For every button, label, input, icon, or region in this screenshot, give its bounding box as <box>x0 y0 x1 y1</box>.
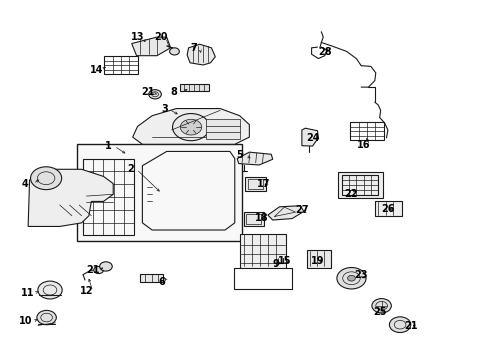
Bar <box>306 250 330 267</box>
Text: 23: 23 <box>354 270 367 280</box>
Text: 5: 5 <box>236 150 243 160</box>
Text: 2: 2 <box>126 164 133 174</box>
Text: 18: 18 <box>254 212 268 222</box>
Circle shape <box>172 113 209 141</box>
Text: 14: 14 <box>89 65 103 75</box>
Bar <box>77 144 242 241</box>
Circle shape <box>347 275 355 281</box>
Text: 19: 19 <box>310 256 324 266</box>
Text: 24: 24 <box>305 133 319 143</box>
Circle shape <box>169 48 179 55</box>
Polygon shape <box>301 128 318 146</box>
Text: 17: 17 <box>257 179 270 189</box>
Text: 21: 21 <box>141 87 155 98</box>
Bar <box>341 175 377 195</box>
Bar <box>239 234 285 267</box>
Polygon shape <box>142 152 234 230</box>
Bar <box>104 57 137 74</box>
Polygon shape <box>131 37 170 56</box>
Circle shape <box>388 317 410 333</box>
Polygon shape <box>187 44 215 65</box>
Circle shape <box>181 189 201 203</box>
Text: 22: 22 <box>344 189 358 199</box>
Text: 1: 1 <box>105 141 111 151</box>
Text: 27: 27 <box>295 205 308 215</box>
Bar <box>140 274 163 282</box>
Bar <box>246 214 261 224</box>
Circle shape <box>371 298 390 313</box>
Text: 3: 3 <box>161 104 167 113</box>
Text: 13: 13 <box>130 32 144 42</box>
Text: 12: 12 <box>80 287 93 296</box>
Text: 15: 15 <box>278 256 291 266</box>
Polygon shape <box>132 109 249 144</box>
Bar <box>205 119 239 139</box>
Text: 26: 26 <box>381 204 394 214</box>
Text: 10: 10 <box>19 316 32 326</box>
Bar <box>248 179 263 189</box>
Circle shape <box>336 267 366 289</box>
Polygon shape <box>267 206 303 220</box>
Text: 11: 11 <box>21 288 35 297</box>
Text: 8: 8 <box>170 87 177 98</box>
Text: 28: 28 <box>317 47 331 57</box>
Text: 16: 16 <box>356 140 369 150</box>
Text: 9: 9 <box>272 259 279 269</box>
Circle shape <box>180 119 201 135</box>
Bar <box>374 202 401 216</box>
Text: 25: 25 <box>372 307 386 317</box>
Bar <box>337 172 382 198</box>
Circle shape <box>94 266 103 274</box>
Text: 7: 7 <box>190 43 196 53</box>
Bar <box>243 212 264 226</box>
Circle shape <box>156 170 225 222</box>
Text: 21: 21 <box>403 321 417 332</box>
Circle shape <box>30 167 61 190</box>
Polygon shape <box>237 152 272 165</box>
Polygon shape <box>28 169 113 226</box>
Circle shape <box>37 310 56 325</box>
Bar <box>180 84 209 91</box>
Bar <box>350 122 383 140</box>
Circle shape <box>148 90 161 99</box>
Text: 6: 6 <box>158 277 165 287</box>
Bar <box>245 177 265 191</box>
Text: 21: 21 <box>86 265 100 275</box>
Circle shape <box>100 262 112 271</box>
Bar <box>83 158 134 235</box>
Circle shape <box>38 281 62 299</box>
Text: 4: 4 <box>21 179 28 189</box>
Text: 20: 20 <box>154 32 167 42</box>
